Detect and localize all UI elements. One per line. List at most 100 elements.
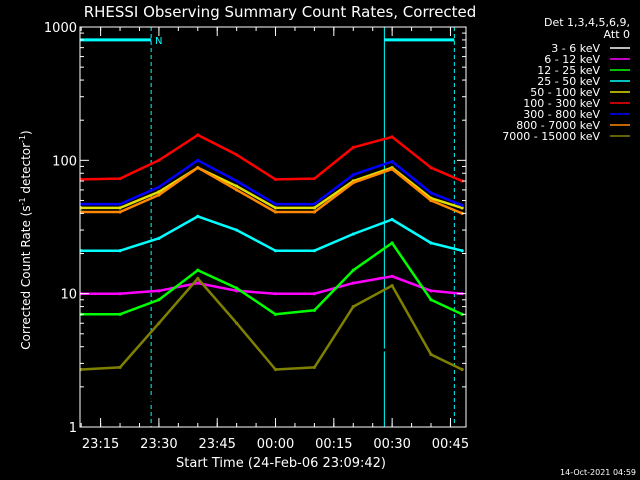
series-point-3-8: [390, 217, 394, 222]
series-point-4-6: [312, 206, 316, 210]
series-point-5-6: [312, 176, 316, 181]
y-tick-label-2: 100: [52, 154, 77, 169]
flag-label: N: [155, 36, 162, 47]
x-tick-label-3: 00:00: [257, 437, 294, 452]
series-point-5-1: [118, 176, 122, 181]
y-tick-label-3: 1000: [44, 21, 77, 36]
series-point-1-1: [118, 292, 122, 296]
y-axis-label-main: Corrected Count Rate (s: [19, 205, 33, 349]
series-point-7-5: [273, 210, 278, 214]
series-point-6-4: [235, 179, 239, 183]
chart-title: RHESSI Observing Summary Count Rates, Co…: [84, 3, 477, 21]
x-tick-label-4: 00:15: [315, 437, 352, 452]
series-point-0-4: [235, 372, 239, 376]
series-point-0-3: [196, 338, 200, 342]
series-point-3-6: [312, 249, 316, 253]
series-point-7-1: [118, 210, 122, 214]
series-point-4-10: [460, 206, 464, 210]
series-point-2-1: [118, 312, 122, 316]
series-point-3-5: [273, 249, 278, 253]
series-point-2-6: [312, 308, 316, 312]
series-point-4-4: [235, 184, 239, 188]
series-point-3-1: [118, 249, 122, 253]
x-tick-label-5: 00:30: [373, 437, 410, 452]
series-point-4-5: [273, 206, 278, 210]
series-point-5-5: [273, 177, 278, 181]
series-point-1-6: [312, 292, 316, 296]
series-point-5-2: [157, 158, 161, 162]
x-tick-label-1: 23:30: [140, 437, 177, 452]
series-point-1-3: [196, 281, 200, 285]
series-point-8-9: [429, 352, 433, 357]
series-point-4-1: [118, 206, 122, 210]
series-point-7-3: [196, 166, 200, 170]
series-point-8-4: [235, 321, 239, 325]
series-point-3-3: [196, 214, 200, 218]
series-point-6-10: [460, 203, 464, 207]
legend-label-0: 3 - 6 keV: [551, 42, 600, 55]
series-point-5-8: [390, 135, 394, 139]
legend-label-8: 7000 - 15000 keV: [502, 130, 600, 143]
series-point-8-6: [312, 365, 316, 369]
series-point-6-1: [118, 202, 122, 206]
legend-label-5: 100 - 300 keV: [523, 97, 600, 110]
series-point-7-9: [429, 198, 433, 203]
x-axis-label: Start Time (24-Feb-06 23:09:42): [176, 456, 386, 471]
series-point-6-9: [429, 191, 433, 195]
series-point-6-6: [312, 202, 316, 206]
series-point-2-5: [273, 312, 278, 316]
plot-frame: [79, 26, 467, 428]
legend-header-line-2: Att 0: [604, 28, 630, 41]
series-point-7-2: [157, 193, 161, 197]
series-point-3-2: [157, 236, 161, 240]
x-tick-label-6: 00:45: [432, 437, 469, 452]
series-point-7-6: [312, 210, 316, 214]
legend-label-1: 6 - 12 keV: [544, 53, 600, 66]
series-point-2-2: [157, 298, 161, 302]
series-point-3-4: [235, 228, 239, 232]
footer-date: 14-Oct-2021 04:59: [560, 468, 636, 477]
series-point-5-7: [351, 145, 355, 150]
plot-area: 1 10 100 1000 23:15 23:30 23:45 00:00 00:15 00:3…: [44, 21, 469, 452]
series-point-3-9: [429, 241, 433, 245]
series-point-2-9: [429, 298, 433, 302]
series-point-1-7: [351, 281, 355, 285]
series-point-6-5: [273, 202, 278, 206]
legend-header-line-1: Det 1,3,4,5,6,9,: [544, 16, 630, 29]
x-tick-label-0: 23:15: [82, 437, 119, 452]
y-axis-label-exp2: -1: [18, 135, 27, 143]
series-point-8-7: [351, 304, 355, 309]
series-point-2-7: [351, 268, 355, 272]
series-point-5-9: [429, 166, 433, 170]
legend-label-7: 800 - 7000 keV: [516, 119, 600, 132]
series-point-1-9: [429, 289, 433, 293]
series-point-5-3: [196, 133, 200, 137]
series-point-8-10: [460, 367, 464, 372]
series-point-6-8: [390, 159, 394, 164]
series-point-0-8: [390, 345, 394, 349]
y-axis-label: Corrected Count Rate (s-1 detector-1): [18, 130, 33, 349]
y-tick-label-0: 1: [69, 421, 77, 436]
legend-label-4: 50 - 100 keV: [530, 86, 600, 99]
series-point-2-8: [390, 241, 394, 245]
legend-label-3: 25 - 50 keV: [537, 75, 600, 88]
y-axis-label-exp1: -1: [18, 197, 27, 205]
series-point-2-3: [196, 268, 200, 272]
series-point-1-8: [390, 274, 394, 278]
y-axis-label-end: ): [19, 130, 33, 135]
legend-label-2: 12 - 25 keV: [537, 64, 600, 77]
series-point-3-10: [460, 249, 464, 253]
series-point-7-8: [390, 167, 394, 171]
legend-label-6: 300 - 800 keV: [523, 108, 600, 121]
series-point-6-7: [351, 173, 355, 177]
series-point-5-4: [235, 153, 239, 157]
series-point-8-1: [118, 365, 122, 369]
series-point-6-3: [196, 158, 200, 162]
series-point-8-3: [196, 276, 200, 281]
series-point-0-7: [351, 361, 355, 365]
series-point-2-4: [235, 286, 239, 290]
series-point-8-8: [390, 283, 394, 288]
series-point-1-2: [157, 289, 161, 293]
